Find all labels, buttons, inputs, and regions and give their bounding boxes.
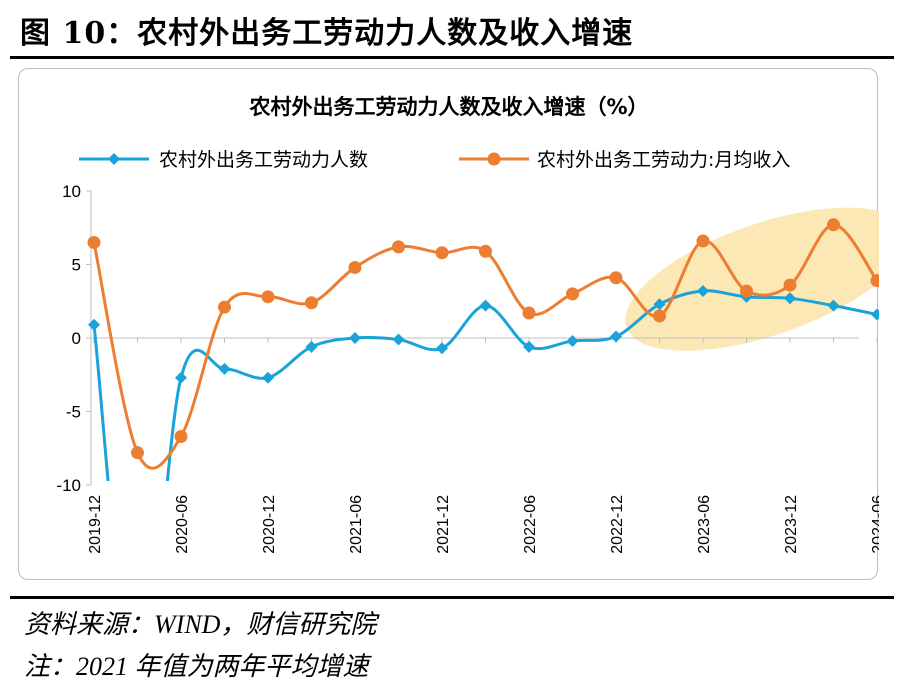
source-note: 资料来源：WIND，财信研究院 (24, 610, 377, 639)
x-tick-label: 2023-06 (696, 495, 713, 554)
chart-title: 农村外出务工劳动力人数及收入增速（%） (248, 95, 648, 119)
y-tick-label: 10 (62, 182, 81, 201)
legend-marker (108, 153, 120, 165)
workers-data-point (436, 342, 448, 355)
workers-data-point (827, 299, 840, 312)
income-data-point (609, 271, 623, 285)
legend-label: 农村外出务工劳动力人数 (159, 149, 368, 171)
income-data-point (87, 235, 101, 249)
legend-workers: 农村外出务工劳动力人数 (79, 149, 368, 171)
highlight-ellipse (625, 207, 879, 351)
workers-data-point (175, 371, 187, 384)
income-data-point (174, 429, 188, 443)
x-tick-label: 2021-06 (348, 495, 365, 554)
income-data-point (827, 218, 840, 232)
workers-data-point (305, 340, 318, 353)
workers-data-point (653, 298, 666, 311)
y-tick-label: -5 (66, 403, 81, 422)
income-data-point (305, 296, 318, 310)
workers-data-point (871, 308, 879, 321)
income-data-point (261, 290, 275, 304)
top-rule (10, 56, 894, 59)
y-tick-label: 5 (72, 256, 81, 275)
x-tick-label: 2020-06 (174, 495, 191, 554)
workers-series-line (92, 289, 874, 481)
bottom-rule (10, 596, 894, 599)
income-data-point (783, 278, 797, 292)
legend-marker (487, 152, 501, 166)
income-data-point (479, 244, 492, 258)
y-tick-label: 0 (72, 329, 81, 348)
income-data-point (696, 234, 710, 248)
income-data-point (522, 306, 536, 320)
income-data-point (740, 284, 753, 298)
figure-title: 图 10：农村外出务工劳动力人数及收入增速 (20, 16, 634, 51)
x-tick-label: 2019-12 (87, 495, 104, 554)
workers-data-point (262, 371, 274, 384)
legend-income: 农村外出务工劳动力:月均收入 (459, 149, 790, 171)
footnote: 注：2021 年值为两年平均增速 (24, 652, 369, 681)
workers-data-point (566, 334, 579, 347)
workers-data-point (349, 332, 361, 344)
workers-data-point (784, 292, 796, 305)
legend-label: 农村外出务工劳动力:月均收入 (537, 149, 790, 171)
workers-data-point (218, 362, 231, 375)
x-tick-label: 2024-06 (870, 495, 879, 554)
x-tick-label: 2023-12 (783, 495, 800, 554)
workers-data-point (88, 318, 100, 331)
workers-data-point (479, 299, 492, 312)
income-data-point (218, 300, 231, 314)
line-chart: 农村外出务工劳动力人数及收入增速（%） 10 5 0 -5 -10 2019-12 2020-… (56, 95, 879, 554)
x-tick-label: 2022-06 (522, 495, 539, 554)
income-data-point (392, 240, 405, 254)
chart-frame: 农村外出务工劳动力人数及收入增速（%） 10 5 0 -5 -10 2019-12 2020-… (18, 68, 879, 580)
income-data-point (348, 260, 362, 274)
workers-data-point (610, 330, 622, 343)
x-tick-label: 2020-12 (261, 495, 278, 554)
x-tick-label: 2022-12 (609, 495, 626, 554)
income-data-point (566, 287, 579, 301)
income-data-point (653, 309, 666, 323)
income-data-point (131, 446, 144, 460)
workers-data-point (392, 333, 405, 346)
workers-data-point (697, 284, 709, 297)
workers-data-point (523, 340, 535, 353)
income-data-point (435, 246, 449, 260)
income-data-point (870, 274, 879, 288)
x-tick-label: 2021-12 (435, 495, 452, 554)
y-tick-label: -10 (56, 476, 81, 495)
